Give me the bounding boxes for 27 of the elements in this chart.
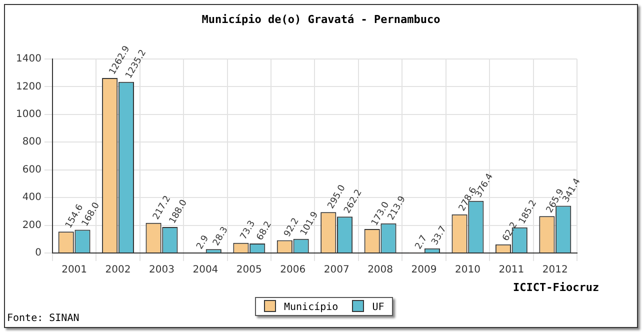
x-tick-label: 2009 [411, 264, 437, 276]
y-tick-label: 1200 [16, 81, 42, 92]
x-tick-label: 2002 [105, 264, 131, 276]
x-tick-label: 2006 [280, 264, 306, 276]
x-tick-label: 2005 [236, 264, 262, 276]
x-tick-label: 2008 [368, 264, 394, 276]
x-tick-label: 2004 [192, 264, 218, 276]
y-tick-label: 0 [35, 248, 42, 259]
legend-label: Município [283, 301, 338, 313]
x-tick-label: 2007 [324, 264, 350, 276]
y-tick-label: 200 [22, 220, 42, 231]
y-tick-label: 600 [22, 164, 42, 176]
y-tick-label: 1400 [16, 54, 42, 65]
y-tick-label: 1000 [16, 109, 42, 120]
x-tick-label: 2001 [62, 264, 88, 276]
data-label: 2.7 [414, 234, 430, 252]
x-tick-label: 2010 [454, 264, 480, 276]
source-note: Fonte: SINAN [7, 313, 80, 324]
y-tick-label: 800 [22, 136, 42, 148]
x-tick-label: 2011 [498, 264, 524, 276]
legend-label: UF [371, 301, 384, 313]
x-tick-label: 2003 [149, 264, 174, 276]
text: ICICT-Fiocruz [513, 281, 600, 294]
x-tick-label: 2012 [542, 264, 568, 276]
data-label: 2.9 [195, 234, 212, 252]
y-tick-label: 400 [22, 192, 42, 204]
chart-title: Município de(o) Gravatá - Pernambuco [200, 13, 442, 26]
